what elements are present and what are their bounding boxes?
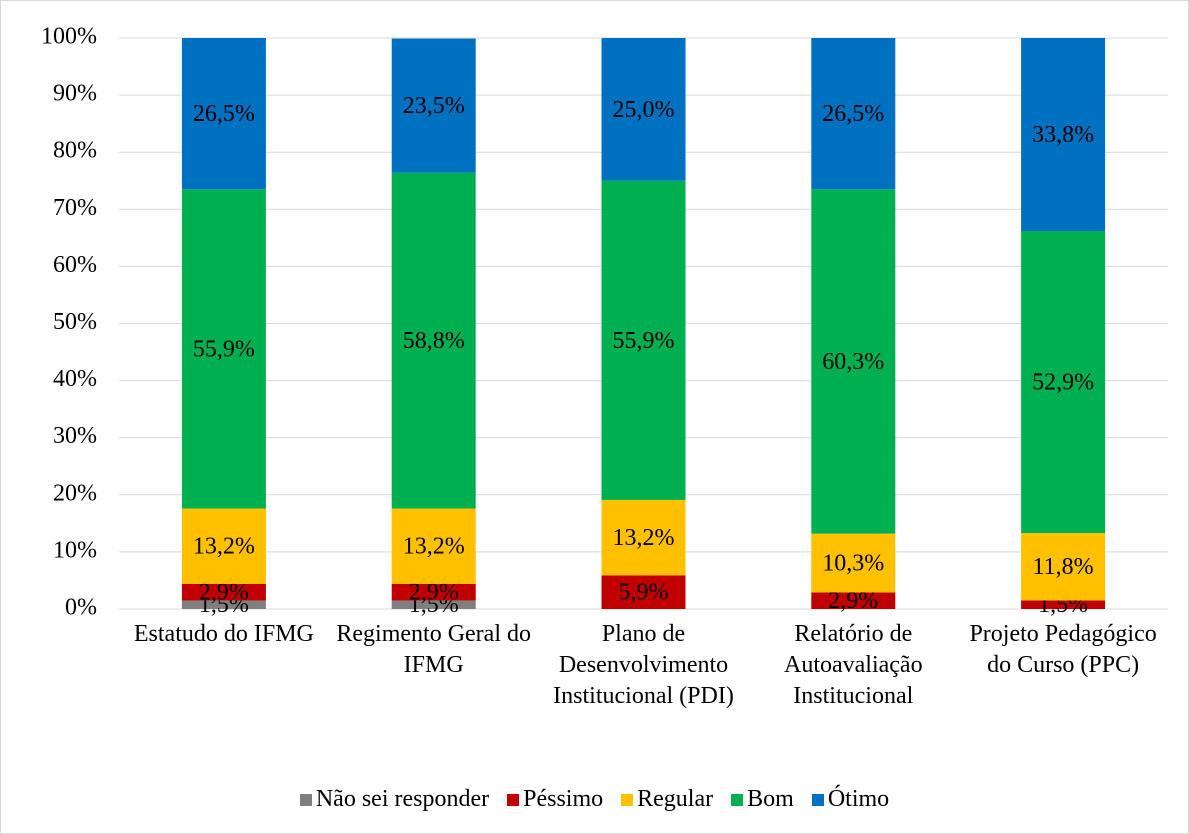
legend-label: Regular <box>637 786 714 812</box>
y-tick-label: 0% <box>65 595 97 621</box>
data-label: 13,2% <box>613 525 675 551</box>
legend-label: Péssimo <box>523 786 604 812</box>
data-label: 25,0% <box>613 97 675 123</box>
bar-segment <box>391 38 476 173</box>
bar-segment <box>811 533 896 593</box>
legend-swatch <box>621 793 634 806</box>
x-tick-label: Relatório de Autoavaliação Institucional <box>783 621 923 709</box>
legend-label: Não sei responder <box>315 786 490 812</box>
bar-segment <box>181 189 266 509</box>
x-tick-label: Estatudo do IFMG <box>133 621 314 647</box>
legend-item: Não sei responder <box>299 786 490 813</box>
data-label: 10,3% <box>822 551 884 577</box>
y-tick-label: 40% <box>53 366 97 392</box>
legend-label: Bom <box>747 786 794 812</box>
data-label: 26,5% <box>193 101 255 127</box>
data-label: 55,9% <box>613 328 675 354</box>
bar-segment <box>181 583 266 601</box>
y-tick-label: 70% <box>53 195 97 221</box>
data-label: 11,8% <box>1033 554 1094 580</box>
legend-item: Ótimo <box>811 786 890 813</box>
bar-segment <box>601 499 686 576</box>
legend: Não sei responder Péssimo Regular Bom Ótimo <box>1 786 1188 813</box>
y-tick-label: 60% <box>53 252 97 278</box>
legend-swatch <box>299 793 312 806</box>
bar-segment <box>391 508 476 584</box>
y-tick-label: 100% <box>41 24 97 50</box>
data-label: 52,9% <box>1032 370 1094 396</box>
data-label: 55,9% <box>193 336 255 362</box>
data-label: 2,9% <box>409 580 459 606</box>
data-label: 13,2% <box>403 534 465 560</box>
y-tick-label: 90% <box>53 81 97 107</box>
bar-segment <box>601 180 686 500</box>
bar-segment <box>601 38 686 181</box>
x-tick-label: Projeto Pedagógico do Curso (PPC) <box>969 621 1157 678</box>
bar-segment <box>181 600 266 609</box>
y-tick-label: 50% <box>53 309 97 335</box>
y-tick-label: 80% <box>53 138 97 164</box>
x-tick-label: Plano de Desenvolvimento Institucional (… <box>553 621 734 709</box>
data-label: 26,5% <box>822 101 884 127</box>
bar-segment <box>391 172 476 509</box>
bar-segment <box>1021 230 1106 534</box>
data-label: 33,8% <box>1032 122 1094 148</box>
bar-segment <box>811 38 896 190</box>
legend-label: Ótimo <box>827 786 890 812</box>
bar-segment <box>601 575 686 609</box>
bar-segment <box>811 592 896 609</box>
data-label: 5,9% <box>619 580 669 606</box>
data-label: 23,5% <box>403 93 465 119</box>
y-tick-label: 20% <box>53 480 97 506</box>
y-tick-label: 30% <box>53 423 97 449</box>
legend-swatch <box>731 793 744 806</box>
legend-item: Regular <box>621 786 713 813</box>
legend-item: Bom <box>731 786 794 813</box>
data-label: 2,9% <box>199 580 249 606</box>
bar-segment <box>1021 600 1106 609</box>
bar-segment <box>1021 38 1106 231</box>
bar-segment <box>181 508 266 584</box>
data-label: 58,8% <box>403 328 465 354</box>
bar-segment <box>1021 533 1106 601</box>
legend-item: Péssimo <box>507 786 603 813</box>
bar-segment <box>391 583 476 601</box>
bar-segment <box>811 189 896 534</box>
x-tick-label: Regimento Geral do IFMG <box>336 621 531 678</box>
bar-segment <box>181 38 266 190</box>
legend-swatch <box>811 793 824 806</box>
y-tick-label: 10% <box>53 537 97 563</box>
data-label: 2,9% <box>828 588 878 614</box>
data-label: 13,2% <box>193 534 255 560</box>
bar-segment <box>391 600 476 609</box>
legend-swatch <box>507 793 520 806</box>
data-label: 60,3% <box>822 349 884 375</box>
